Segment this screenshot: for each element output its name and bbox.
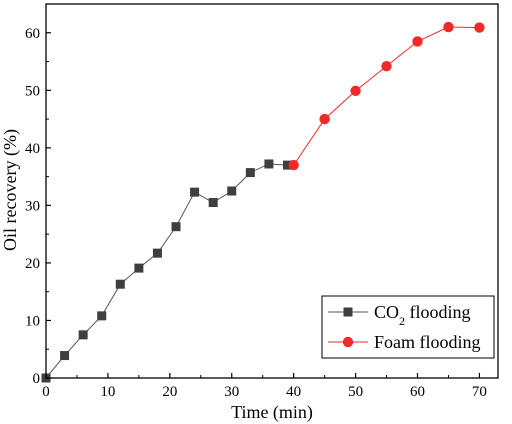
legend-marker [343, 307, 353, 317]
x-tick-label: 70 [472, 384, 487, 400]
series-line-co2 [45, 163, 288, 379]
co2-data-point [227, 186, 237, 196]
y-axis-title: Oil recovery (%) [0, 129, 21, 251]
co2-data-point [60, 351, 70, 361]
co2-data-point [190, 187, 200, 197]
x-tick-label: 50 [348, 384, 363, 400]
x-tick-label: 0 [42, 384, 50, 400]
y-tick-label: 50 [25, 83, 40, 99]
co2-data-point [208, 198, 218, 208]
y-tick-label: 10 [25, 313, 40, 329]
co2-data-point [152, 248, 162, 258]
x-axis-title: Time (min) [231, 402, 313, 423]
foam-data-point [381, 60, 392, 72]
foam-data-point [474, 22, 485, 33]
foam-data-point [288, 159, 299, 171]
y-tick-label: 20 [25, 256, 40, 272]
co2-data-point [78, 330, 88, 340]
co2-data-point [171, 222, 181, 232]
y-tick-label: 30 [25, 198, 40, 214]
co2-data-point [115, 279, 125, 289]
x-tick-label: 60 [410, 384, 425, 400]
co2-data-point [264, 159, 274, 169]
legend-label-foam: Foam flooding [374, 332, 481, 352]
plot-area [41, 21, 485, 383]
series-line-foam [293, 26, 480, 166]
co2-data-point [282, 160, 292, 170]
co2-data-point [134, 263, 144, 273]
foam-data-point [350, 85, 361, 97]
x-tick-label: 20 [162, 384, 177, 400]
y-tick-label: 40 [25, 141, 40, 157]
axes: 0 10 20 30 40 50 60 70 0 10 20 30 40 50 60 [25, 3, 499, 400]
plot-frame [45, 3, 499, 379]
legend-marker [342, 336, 354, 348]
foam-data-point [443, 21, 454, 33]
foam-data-point [412, 36, 423, 47]
y-tick-label: 60 [25, 26, 40, 42]
legend-box [321, 295, 495, 359]
x-tick-label: 30 [224, 384, 239, 400]
x-tick-label: 40 [286, 384, 301, 400]
x-tick-label: 10 [100, 384, 115, 400]
co2-data-point [97, 311, 107, 321]
co2-data-point [245, 168, 255, 178]
y-tick-label: 0 [33, 371, 41, 387]
foam-data-point [319, 113, 330, 125]
